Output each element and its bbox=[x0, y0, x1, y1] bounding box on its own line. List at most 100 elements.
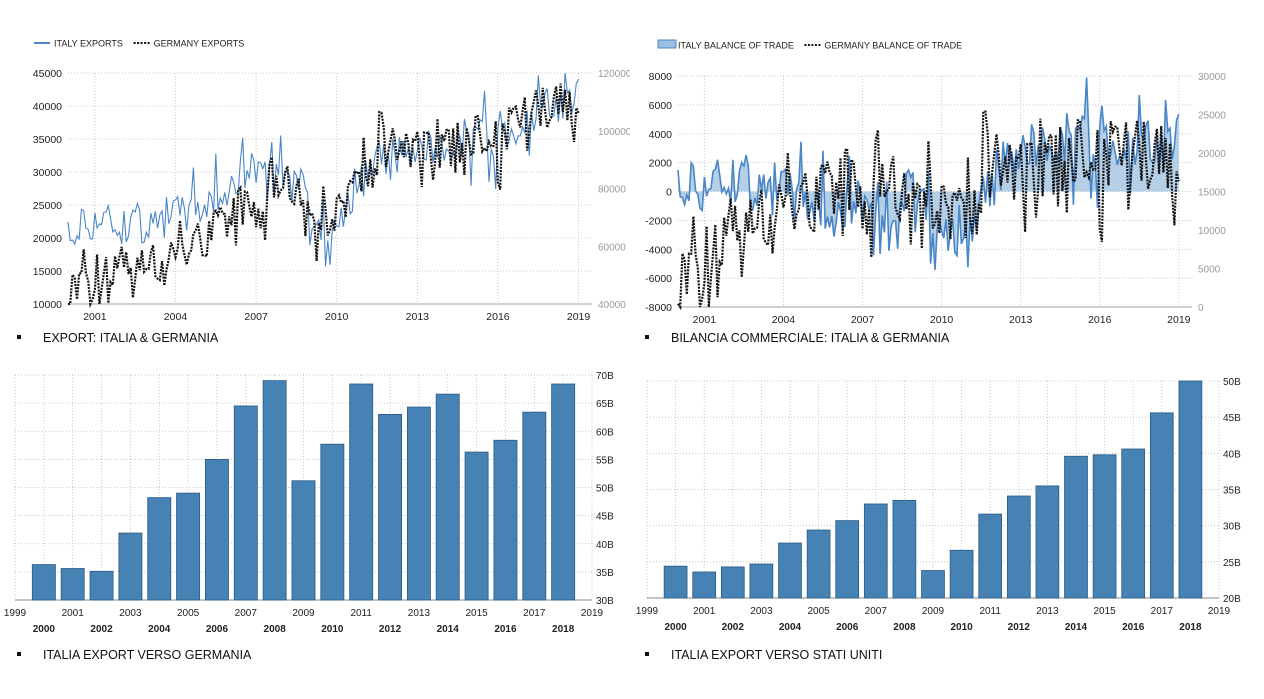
y-tick-label: 40B bbox=[1223, 449, 1241, 460]
x-tick-label: 2010 bbox=[321, 624, 344, 635]
bar-2018 bbox=[551, 383, 576, 601]
x-tick-label: 2007 bbox=[235, 608, 258, 619]
x-tick-label: 2011 bbox=[979, 606, 1001, 617]
x-tick-label: 2008 bbox=[264, 624, 287, 635]
caption-italy-germany: ITALIA EXPORT VERSO GERMANIA bbox=[17, 648, 251, 662]
y-left-tick-label: -4000 bbox=[645, 244, 672, 256]
y-right-tick-label: 80000 bbox=[598, 185, 626, 196]
x-tick-label: 2007 bbox=[851, 314, 875, 326]
bar-2014 bbox=[1064, 455, 1088, 599]
series-line-germany-exports bbox=[68, 83, 580, 309]
x-tick-label: 2013 bbox=[1009, 314, 1033, 326]
y-left-tick-label: 20000 bbox=[33, 233, 62, 245]
bar-2001 bbox=[692, 571, 717, 599]
y-tick-label: 60B bbox=[596, 427, 614, 438]
y-left-tick-label: 25000 bbox=[33, 200, 62, 212]
caption-italy-usa-text: ITALIA EXPORT VERSO STATI UNITI bbox=[671, 648, 883, 662]
x-tick-label: 2017 bbox=[1151, 606, 1174, 617]
bar-2012 bbox=[1006, 495, 1031, 599]
x-tick-label: 2005 bbox=[807, 606, 830, 617]
bar-2006 bbox=[835, 520, 860, 599]
y-left-tick-label: 30000 bbox=[33, 167, 62, 179]
legend-label: GERMANY BALANCE OF TRADE bbox=[824, 41, 962, 51]
x-tick-label: 2013 bbox=[408, 608, 431, 619]
bullet-icon bbox=[17, 334, 21, 339]
y-right-tick-label: 40000 bbox=[598, 300, 626, 311]
bar-2001 bbox=[60, 568, 85, 601]
bullet-icon bbox=[645, 334, 649, 339]
x-tick-label: 2001 bbox=[83, 311, 107, 323]
y-left-tick-label: 35000 bbox=[33, 134, 62, 146]
bar-2010 bbox=[949, 549, 974, 599]
y-tick-label: 65B bbox=[596, 399, 614, 410]
balance-area-chart: 80006000400020000-2000-4000-6000-8000300… bbox=[645, 39, 1226, 326]
x-tick-label: 2017 bbox=[523, 608, 546, 619]
y-tick-label: 30B bbox=[596, 596, 614, 607]
y-right-tick-label: 60000 bbox=[598, 242, 626, 253]
bar-2008 bbox=[892, 499, 917, 599]
y-right-tick-label: 30000 bbox=[1198, 72, 1226, 83]
legend-label: ITALY BALANCE OF TRADE bbox=[678, 41, 794, 51]
y-right-tick-label: 120000 bbox=[598, 69, 630, 80]
bar-2013 bbox=[406, 406, 431, 601]
italy-export-usa-bar-chart: 50B 45B 40B 35B 30B 25B 20B 1999 2001 2003 2005 200… bbox=[636, 377, 1241, 633]
exports-line-chart: 45000 40000 35000 30000 25000 20000 15000 10000… bbox=[33, 39, 632, 324]
caption-italy-germany-text: ITALIA EXPORT VERSO GERMANIA bbox=[43, 648, 252, 662]
series-line-italy-exports bbox=[67, 72, 580, 267]
x-tick-label: 2007 bbox=[865, 606, 888, 617]
y-left-tick-label: -2000 bbox=[645, 215, 672, 227]
x-tick-label: 2010 bbox=[950, 622, 973, 633]
bar-2009 bbox=[921, 570, 945, 599]
x-tick-label: 2003 bbox=[119, 608, 142, 619]
y-tick-label: 20B bbox=[1223, 594, 1241, 605]
x-tick-label: 2015 bbox=[1093, 606, 1116, 617]
x-tick-label: 2009 bbox=[922, 606, 945, 617]
bar-2000 bbox=[31, 564, 56, 601]
x-tick-label: 1999 bbox=[636, 606, 659, 617]
bar-2004 bbox=[147, 497, 172, 601]
x-tick-label: 2019 bbox=[567, 311, 591, 323]
y-left-tick-label: 45000 bbox=[33, 68, 62, 80]
bar-2010 bbox=[320, 443, 345, 601]
x-tick-label: 2001 bbox=[693, 314, 717, 326]
x-tick-label: 2012 bbox=[1008, 622, 1031, 633]
x-tick-label: 2019 bbox=[1208, 606, 1231, 617]
x-tick-label: 2016 bbox=[494, 624, 517, 635]
x-tick-label: 2011 bbox=[350, 608, 372, 619]
bar-2012 bbox=[378, 413, 402, 601]
bullet-icon bbox=[17, 651, 21, 656]
x-tick-label: 2014 bbox=[1065, 622, 1088, 633]
x-tick-label: 2004 bbox=[148, 624, 171, 635]
y-tick-label: 50B bbox=[1223, 377, 1241, 388]
y-tick-label: 50B bbox=[596, 484, 614, 495]
bar-2011 bbox=[978, 513, 1003, 599]
y-right-tick-label: 100000 bbox=[598, 127, 630, 138]
caption-balance: BILANCIA COMMERCIALE: ITALIA & GERMANIA bbox=[645, 331, 949, 345]
caption-italy-usa: ITALIA EXPORT VERSO STATI UNITI bbox=[645, 648, 882, 662]
bar-2007 bbox=[233, 405, 258, 601]
x-tick-label: 2006 bbox=[206, 624, 229, 635]
y-left-tick-label: 40000 bbox=[33, 101, 62, 113]
x-tick-label: 2003 bbox=[750, 606, 773, 617]
bar-2003 bbox=[118, 532, 143, 601]
x-tick-label: 2009 bbox=[292, 608, 315, 619]
y-tick-label: 30B bbox=[1223, 522, 1241, 533]
bar-2003 bbox=[749, 563, 774, 599]
caption-exports-text: EXPORT: ITALIA & GERMANIA bbox=[43, 331, 219, 345]
x-tick-label: 2012 bbox=[379, 624, 402, 635]
y-tick-label: 45B bbox=[1223, 413, 1241, 424]
y-tick-label: 70B bbox=[596, 371, 614, 382]
y-left-tick-label: -6000 bbox=[645, 273, 672, 285]
y-left-tick-label: 15000 bbox=[33, 266, 62, 278]
bar-2013 bbox=[1035, 485, 1060, 599]
x-tick-label: 2006 bbox=[836, 622, 859, 633]
bar-2005 bbox=[176, 492, 201, 601]
y-tick-label: 35B bbox=[1223, 486, 1241, 497]
bar-2009 bbox=[291, 480, 316, 601]
y-right-tick-label: 15000 bbox=[1198, 188, 1226, 199]
x-tick-label: 2016 bbox=[1122, 622, 1145, 633]
x-tick-label: 2001 bbox=[62, 608, 85, 619]
y-tick-label: 25B bbox=[1223, 558, 1241, 569]
x-tick-label: 2004 bbox=[779, 622, 802, 633]
bar-2018 bbox=[1178, 380, 1203, 599]
